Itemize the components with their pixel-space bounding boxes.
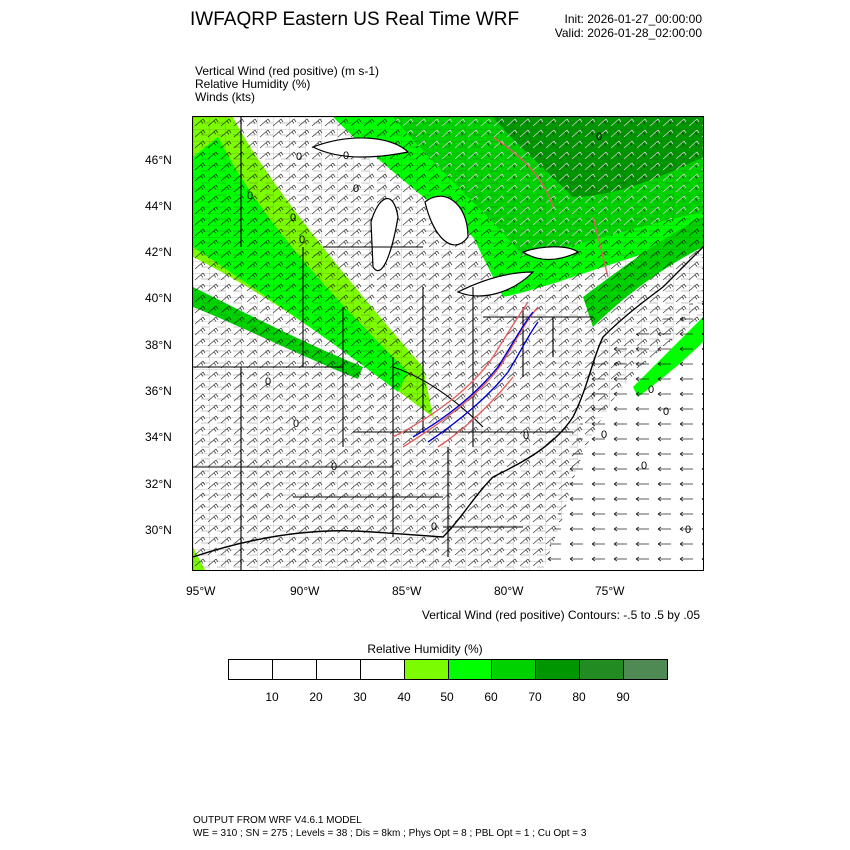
contour-label: 0 (290, 212, 296, 224)
lat-tick-42: 42°N (145, 245, 172, 259)
legend-title: Relative Humidity (%) (367, 642, 483, 656)
legend-label: 90 (616, 690, 630, 704)
footer-model: OUTPUT FROM WRF V4.6.1 MODEL (193, 815, 362, 826)
vertical-wind-contours (392, 136, 609, 448)
lon-tick-90: 90°W (290, 584, 320, 598)
contour-label: 0 (296, 151, 302, 163)
lake-ontario (521, 246, 580, 261)
contour-note: Vertical Wind (red positive) Contours: -… (421, 608, 700, 622)
contour-label: 0 (331, 461, 337, 473)
lat-tick-46: 46°N (145, 153, 172, 167)
lon-tick-80: 80°W (494, 584, 524, 598)
field-label-winds: Winds (kts) (195, 90, 255, 104)
legend-swatch (492, 660, 537, 679)
lon-tick-95: 95°W (186, 584, 216, 598)
contour-label: 0 (247, 190, 253, 202)
contour-label: 0 (353, 183, 359, 195)
contour-label: 0 (265, 376, 271, 388)
legend-label: 20 (309, 690, 323, 704)
lon-tick-75: 75°W (595, 584, 625, 598)
lake-erie (456, 271, 535, 297)
field-label-vertical-wind: Vertical Wind (red positive) (m s-1) (195, 64, 380, 78)
footer-config: WE = 310 ; SN = 275 ; Levels = 38 ; Dis … (193, 828, 587, 839)
lat-tick-30: 30°N (145, 523, 172, 537)
lat-tick-32: 32°N (145, 477, 172, 491)
contour-label: 0 (293, 418, 299, 430)
legend-swatch (272, 660, 317, 679)
legend-swatch (536, 660, 581, 679)
lat-tick-40: 40°N (145, 291, 172, 305)
field-label-relative-humidity: Relative Humidity (%) (195, 77, 311, 91)
legend-swatch (580, 660, 625, 679)
weather-map: 0 0 0 0 0 0 0 0 0 0 0 0 0 0 0 0 0 (193, 117, 703, 570)
wind-barb-field-ocean (543, 297, 703, 570)
map-panel: 0 0 0 0 0 0 0 0 0 0 0 0 0 0 0 0 0 (192, 116, 704, 571)
legend-swatch (624, 660, 668, 679)
legend-label: 50 (440, 690, 454, 704)
lat-tick-38: 38°N (145, 338, 172, 352)
contour-label: 0 (596, 131, 602, 143)
chart-title: IWFAQRP Eastern US Real Time WRF (190, 9, 520, 30)
legend-label: 30 (353, 690, 367, 704)
state-boundaries (193, 117, 593, 570)
lon-tick-85: 85°W (392, 584, 422, 598)
lake-superior (311, 137, 410, 158)
lat-tick-36: 36°N (145, 384, 172, 398)
contour-label: 0 (648, 384, 654, 396)
contour-label: 0 (601, 429, 607, 441)
legend-swatch (316, 660, 361, 679)
lake-huron (424, 195, 469, 246)
legend-swatch (448, 660, 493, 679)
contour-label: 0 (343, 150, 349, 162)
lat-tick-44: 44°N (145, 199, 172, 213)
wind-barb-field-moist (393, 117, 703, 257)
lat-tick-34: 34°N (145, 430, 172, 444)
legend-label: 10 (265, 690, 279, 704)
coastline (193, 246, 703, 558)
valid-time: Valid: 2026-01-28_02:00:00 (554, 26, 702, 40)
contour-label: 0 (663, 406, 669, 418)
contour-label: 0 (685, 524, 691, 536)
legend-label: 70 (528, 690, 542, 704)
rh-color-legend (228, 659, 668, 680)
legend-swatch (360, 660, 405, 679)
legend-swatch (229, 660, 273, 679)
legend-label: 80 (572, 690, 586, 704)
init-time: Init: 2026-01-27_00:00:00 (564, 12, 702, 26)
contour-label: 0 (431, 521, 437, 533)
contour-label: 0 (299, 234, 305, 246)
lake-michigan (370, 197, 399, 272)
contour-label: 0 (641, 460, 647, 472)
legend-swatch (404, 660, 449, 679)
contour-label: 0 (523, 430, 529, 442)
legend-label: 40 (397, 690, 411, 704)
legend-label: 60 (484, 690, 498, 704)
